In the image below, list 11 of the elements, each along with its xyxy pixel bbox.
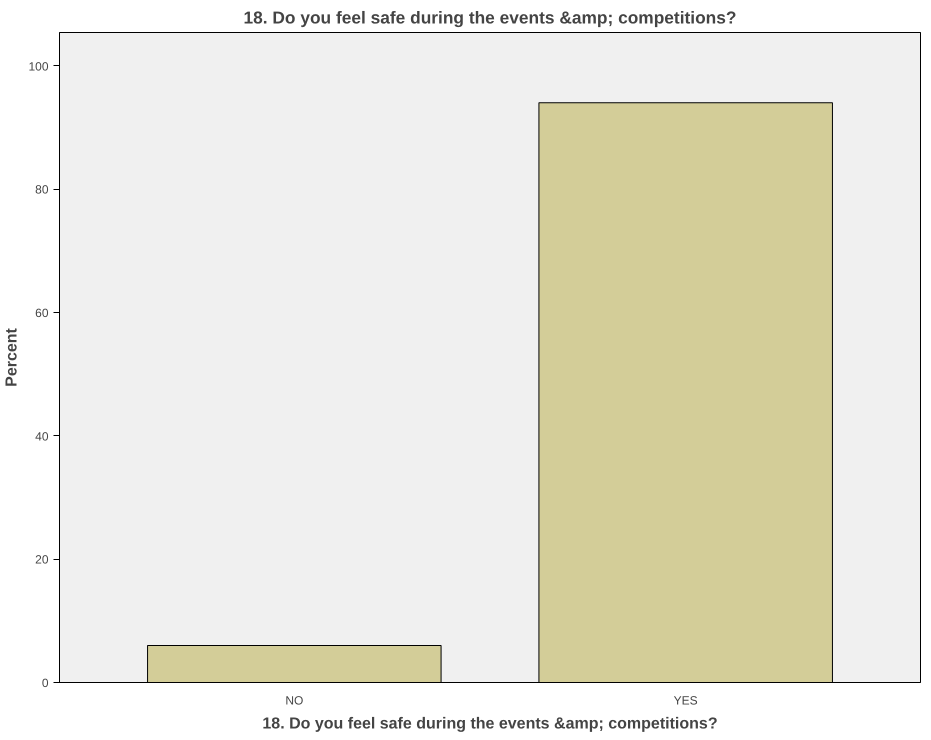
y-tick-label: 40	[35, 429, 49, 444]
chart-title: 18. Do you feel safe during the events &amp; competitions?	[244, 8, 736, 28]
y-tick-label: 100	[28, 59, 49, 74]
y-tick-label: 20	[35, 552, 49, 567]
y-tick-label: 0	[42, 676, 49, 690]
x-tick-label: YES	[674, 694, 698, 708]
y-tick-label: 80	[35, 182, 49, 197]
y-axis-title: Percent	[3, 327, 20, 387]
x-axis-title: 18. Do you feel safe during the events &amp; competitions?	[262, 716, 718, 732]
y-tick-label: 60	[35, 306, 49, 320]
x-tick-label: NO	[285, 694, 304, 708]
